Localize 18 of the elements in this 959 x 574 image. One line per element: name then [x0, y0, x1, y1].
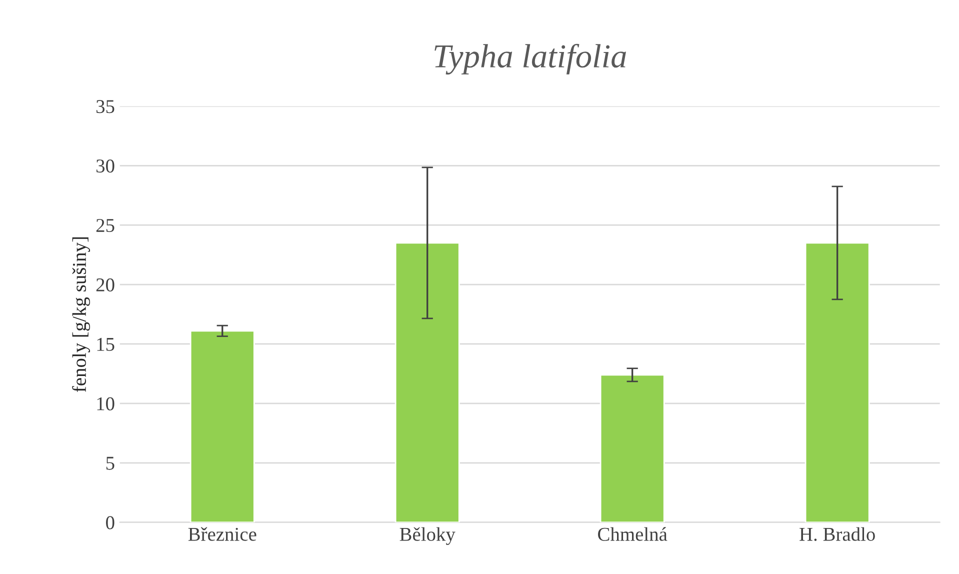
x-tick-label: Běloky: [400, 527, 456, 545]
x-tick-label: Březnice: [188, 527, 256, 541]
x-tick-label: Chmelná: [598, 527, 668, 541]
y-tick-label: 30: [96, 159, 114, 173]
y-tick-label: 25: [96, 218, 114, 232]
bar: [190, 330, 255, 522]
y-tick-label: 5: [106, 456, 114, 470]
y-tick-label: 10: [97, 397, 114, 410]
y-tick-label: 20: [96, 278, 114, 292]
y-tick-label: 0: [106, 516, 114, 530]
x-tick-label: H. Bradlo: [800, 527, 875, 541]
y-tick-label: 35: [96, 100, 114, 114]
y-axis-title: fenoly [g/kg sušiny]: [72, 237, 90, 392]
bar: [600, 374, 665, 522]
chart-title: Typha latifolia: [434, 44, 626, 74]
bar: [394, 242, 460, 522]
y-tick-label: 15: [97, 338, 114, 351]
bar: [804, 242, 870, 522]
